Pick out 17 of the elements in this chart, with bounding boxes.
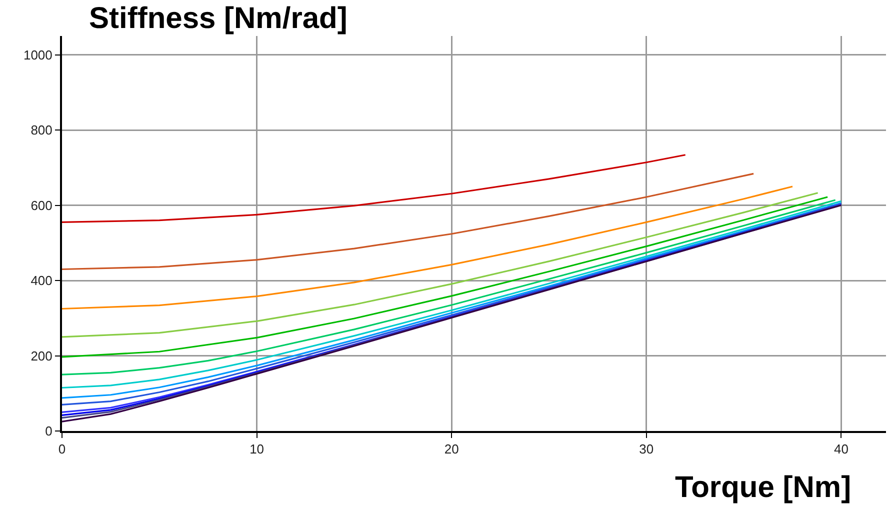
x-tick-label: 0 xyxy=(58,442,66,457)
x-tick-label: 40 xyxy=(834,442,848,457)
x-tick-label: 30 xyxy=(639,442,654,457)
y-axis-title: Stiffness [Nm/rad] xyxy=(89,2,348,35)
line-series xyxy=(62,154,686,224)
y-tick-label: 200 xyxy=(30,348,52,364)
y-tick-label: 0 xyxy=(45,424,52,439)
line-series xyxy=(62,192,819,338)
line-series xyxy=(62,186,794,310)
y-tick-label: 800 xyxy=(30,122,52,138)
y-tick-label: 400 xyxy=(30,273,52,288)
line-series xyxy=(62,172,754,270)
x-tick-label: 20 xyxy=(444,442,459,457)
y-tick-label: 600 xyxy=(30,198,52,213)
x-axis-title: Torque [Nm] xyxy=(675,471,852,504)
y-tick-label: 1000 xyxy=(23,47,52,62)
x-tick-label: 10 xyxy=(250,442,264,457)
